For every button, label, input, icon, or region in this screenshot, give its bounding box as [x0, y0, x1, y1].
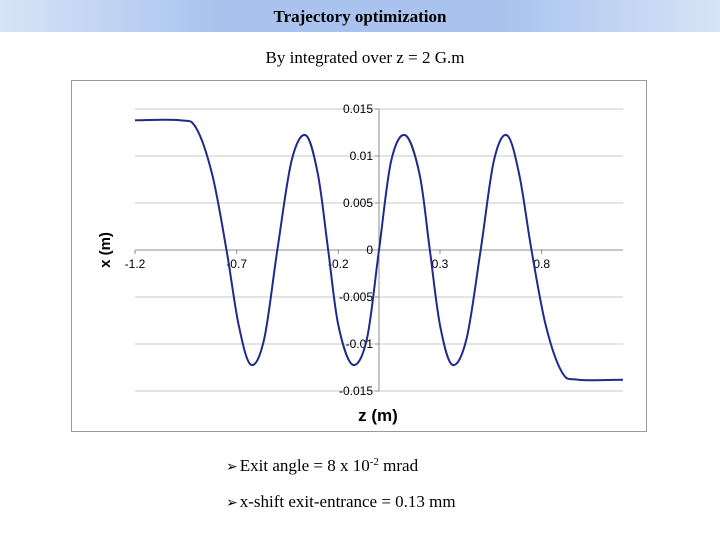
- y-axis-label: x (m): [97, 232, 114, 268]
- y-tick-label: 0.015: [343, 102, 373, 116]
- y-tick-label: -0.005: [339, 290, 373, 304]
- bullet-text-after: mrad: [378, 456, 419, 475]
- bullet-superscript: -2: [369, 456, 379, 468]
- page-title: Trajectory optimization: [273, 7, 447, 26]
- x-tick-label: -1.2: [125, 257, 146, 271]
- title-bar: Trajectory optimization: [0, 0, 720, 32]
- y-tick-label: -0.01: [346, 337, 374, 351]
- bullet-text: x-shift exit-entrance = 0.13 mm: [239, 492, 456, 511]
- x-tick-label: -0.7: [226, 257, 247, 271]
- series-line: [134, 118, 624, 382]
- subtitle: By integrated over z = 2 G.m: [265, 48, 465, 67]
- arrow-bullet-icon: ➢: [226, 459, 238, 475]
- x-axis-label: z (m): [358, 406, 398, 425]
- bullet-exit-angle: ➢ Exit angle = 8 x 10-2 mrad: [226, 456, 418, 476]
- x-tick-label: 0.8: [533, 257, 550, 271]
- bullet-x-shift: ➢ x-shift exit-entrance = 0.13 mm: [226, 492, 456, 512]
- x-tick-label: -0.2: [328, 257, 349, 271]
- y-tick-label: 0.005: [343, 196, 373, 210]
- y-tick-label: 0.01: [350, 149, 374, 163]
- y-tick-label: 0: [366, 243, 373, 257]
- chart-frame: 0.015 0.01 0.005 0 -0.005 -0.01 -0.015 -1.2 -0.7…: [71, 80, 647, 432]
- bullet-text: Exit angle = 8 x 10: [239, 456, 370, 475]
- x-tick-label: 0.3: [432, 257, 449, 271]
- trajectory-chart: 0.015 0.01 0.005 0 -0.005 -0.01 -0.015 -1.2 -0.7…: [97, 102, 624, 425]
- y-tick-label: -0.015: [339, 384, 373, 398]
- arrow-bullet-icon: ➢: [226, 495, 238, 511]
